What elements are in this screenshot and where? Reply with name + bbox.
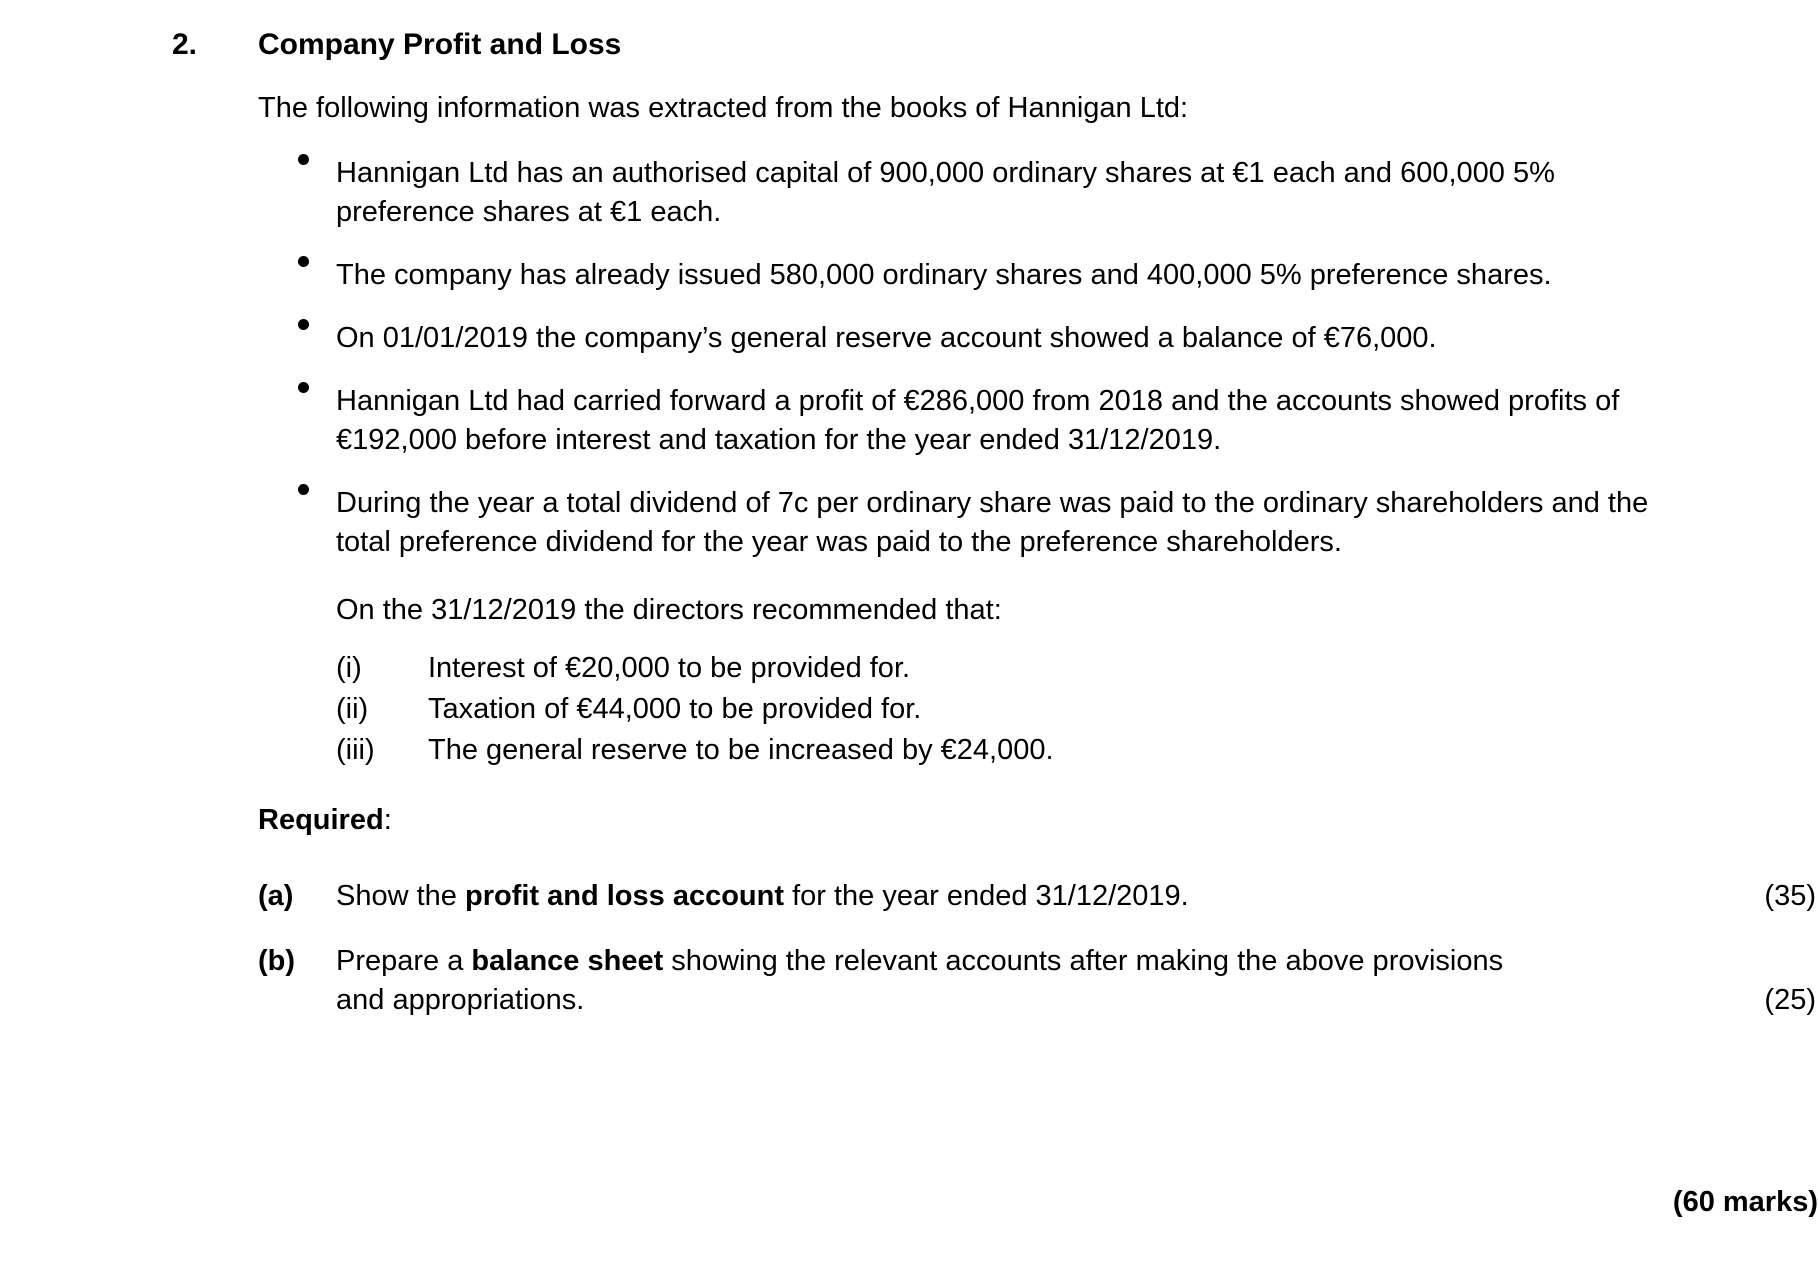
part-marks: (25) bbox=[1764, 984, 1816, 1017]
required-label: Required bbox=[258, 804, 384, 837]
bullet-icon bbox=[298, 483, 309, 495]
bullet-text: On 01/01/2019 the company’s general rese… bbox=[336, 321, 1437, 354]
bullet-text: Hannigan Ltd has an authorised capital o… bbox=[336, 156, 1555, 228]
part-text: Prepare a balance sheet showing the rele… bbox=[336, 942, 1536, 1020]
required-colon: : bbox=[383, 804, 392, 837]
directors-recommendation-list: (i) Interest of €20,000 to be provided f… bbox=[336, 649, 1698, 770]
part-label: (a) bbox=[258, 880, 294, 913]
bullet-text: During the year a total dividend of 7c p… bbox=[336, 486, 1649, 558]
list-item: (ii) Taxation of €44,000 to be provided … bbox=[336, 690, 1698, 729]
directors-lead-in: On the 31/12/2019 the directors recommen… bbox=[336, 593, 1002, 626]
bullet-icon bbox=[298, 381, 309, 393]
part-text-before: Prepare a bbox=[336, 945, 472, 978]
item-numeral: (iii) bbox=[336, 734, 375, 767]
part-text-after: for the year ended 31/12/2019. bbox=[784, 880, 1189, 913]
question-title: Company Profit and Loss bbox=[258, 28, 622, 61]
required-part-a: (a) Show the profit and loss account for… bbox=[258, 877, 1816, 916]
item-text: Taxation of €44,000 to be provided for. bbox=[428, 693, 922, 726]
bullet-text: Hannigan Ltd had carried forward a profi… bbox=[336, 384, 1620, 456]
bullet-text: The company has already issued 580,000 o… bbox=[336, 258, 1552, 291]
list-item: (i) Interest of €20,000 to be provided f… bbox=[336, 649, 1698, 688]
item-text: The general reserve to be increased by €… bbox=[428, 734, 1054, 767]
part-text-before: Show the bbox=[336, 880, 465, 913]
required-heading: Required: bbox=[258, 804, 1698, 837]
bullet-icon bbox=[298, 318, 309, 330]
item-text: Interest of €20,000 to be provided for. bbox=[428, 652, 911, 685]
total-marks: (60 marks) bbox=[1672, 1186, 1818, 1218]
question-intro: The following information was extracted … bbox=[258, 92, 1189, 124]
part-label: (b) bbox=[258, 945, 296, 978]
question-number: 2. bbox=[172, 28, 198, 61]
required-parts: (a) Show the profit and loss account for… bbox=[258, 877, 1816, 1020]
list-item: Hannigan Ltd had carried forward a profi… bbox=[258, 381, 1698, 460]
required-part-b: (b) Prepare a balance sheet showing the … bbox=[258, 942, 1816, 1020]
item-numeral: (i) bbox=[336, 652, 362, 685]
bullet-icon bbox=[298, 255, 309, 267]
question-body: The following information was extracted … bbox=[258, 90, 1816, 1046]
list-item: The company has already issued 580,000 o… bbox=[258, 255, 1698, 295]
part-text: Show the profit and loss account for the… bbox=[336, 877, 1536, 916]
part-text-emphasis: balance sheet bbox=[471, 945, 664, 978]
item-numeral: (ii) bbox=[336, 693, 369, 726]
part-text-emphasis: profit and loss account bbox=[464, 880, 785, 913]
list-item: On 01/01/2019 the company’s general rese… bbox=[258, 318, 1698, 358]
list-item: (iii) The general reserve to be increase… bbox=[336, 731, 1698, 770]
list-item: During the year a total dividend of 7c p… bbox=[258, 483, 1698, 562]
part-marks: (35) bbox=[1764, 880, 1816, 913]
part-text-after: showing the relevant accounts after maki… bbox=[336, 945, 1504, 1017]
information-bullet-list: Hannigan Ltd has an authorised capital o… bbox=[258, 153, 1698, 562]
list-item: Hannigan Ltd has an authorised capital o… bbox=[258, 153, 1698, 232]
bullet-icon bbox=[298, 153, 309, 165]
